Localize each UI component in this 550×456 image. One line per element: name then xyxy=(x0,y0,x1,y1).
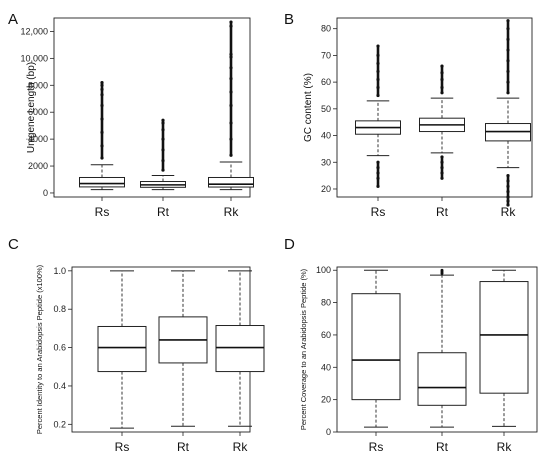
iqr-box xyxy=(97,325,147,373)
x-tick-label: Rs xyxy=(369,440,384,454)
y-tick-label: 0.2 xyxy=(53,419,66,429)
box-rs xyxy=(355,44,401,188)
y-tick-label: 40 xyxy=(321,131,331,141)
plot-frame xyxy=(53,17,251,198)
y-axis-label: Percent Coverage to an Arabidopsis Pepti… xyxy=(299,268,308,430)
y-tick-label: 80 xyxy=(321,298,331,308)
iqr-box xyxy=(351,293,401,401)
y-tick-label: 70 xyxy=(321,50,331,60)
panel-b: B 20 30 40 50 60 70 80 GC content (%) Rs Rt Rk xyxy=(284,11,533,219)
iqr-box xyxy=(479,281,529,394)
x-tick-label: Rs xyxy=(371,205,386,219)
y-axis-label: GC content (%) xyxy=(303,73,314,142)
iqr-box xyxy=(215,325,265,373)
box-rs xyxy=(79,81,125,191)
iqr-box xyxy=(79,176,125,188)
y-tick-label: 40 xyxy=(321,362,331,372)
panel-label: C xyxy=(8,236,19,253)
box-rt xyxy=(140,118,186,191)
y-tick-label: 0 xyxy=(326,427,331,437)
y-tick-label: 0.6 xyxy=(53,343,66,353)
x-tick-label: Rt xyxy=(436,440,449,454)
y-tick-label: 20 xyxy=(321,395,331,405)
y-tick-label: 100 xyxy=(316,265,331,275)
x-tick-label: Rs xyxy=(115,440,130,454)
box-rs xyxy=(97,270,147,429)
x-tick-label: Rs xyxy=(95,205,110,219)
box-rt xyxy=(419,64,465,180)
x-tick-label: Rk xyxy=(497,440,513,454)
y-tick-label: 60 xyxy=(321,330,331,340)
x-tick-label: Rt xyxy=(157,205,170,219)
box-rk xyxy=(208,20,254,191)
x-tick-label: Rt xyxy=(177,440,190,454)
y-axis-label: Percent Identity to an Arabidopsis Pepti… xyxy=(35,264,44,434)
y-axis-label: Unigene Length (bp) xyxy=(26,62,37,153)
x-tick-label: Rk xyxy=(233,440,249,454)
plot-frame xyxy=(336,266,538,433)
y-tick-label: 80 xyxy=(321,24,331,34)
y-tick-label: 0 xyxy=(43,188,48,198)
box-rk xyxy=(215,270,265,427)
panel-label: B xyxy=(284,11,294,28)
y-tick-label: 2000 xyxy=(28,161,48,171)
y-tick-label: 50 xyxy=(321,104,331,114)
y-tick-label: 4000 xyxy=(28,134,48,144)
x-tick-label: Rt xyxy=(436,205,449,219)
box-rt xyxy=(417,268,467,428)
box-rs xyxy=(351,269,401,428)
y-tick-label: 0.8 xyxy=(53,304,66,314)
panel-a: A 0 2000 4000 6000 8000 10,000 12,000 Unigene Le… xyxy=(8,11,254,219)
y-tick-label: 12,000 xyxy=(20,26,48,36)
x-tick-label: Rk xyxy=(224,205,240,219)
panel-label: D xyxy=(284,236,295,253)
plot-frame xyxy=(336,17,533,198)
x-tick-label: Rk xyxy=(501,205,517,219)
y-tick-label: 10,000 xyxy=(20,53,48,63)
box-rk xyxy=(479,269,529,427)
box-rt xyxy=(158,270,208,427)
y-tick-label: 6000 xyxy=(28,107,48,117)
y-tick-label: 60 xyxy=(321,77,331,87)
y-tick-label: 20 xyxy=(321,184,331,194)
y-tick-label: 0.4 xyxy=(53,381,66,391)
y-tick-label: 1.0 xyxy=(53,266,66,276)
panel-d: D 0 20 40 60 80 100 Percent Coverage to an Arab… xyxy=(284,236,538,454)
iqr-box xyxy=(208,176,254,188)
panel-c: C 0.2 0.4 0.6 0.8 1.0 Percent Identity to an A… xyxy=(8,236,265,454)
y-tick-label: 8000 xyxy=(28,80,48,90)
iqr-box xyxy=(417,352,467,406)
y-tick-label: 30 xyxy=(321,157,331,167)
box-rk xyxy=(485,19,531,207)
panel-label: A xyxy=(8,11,18,28)
